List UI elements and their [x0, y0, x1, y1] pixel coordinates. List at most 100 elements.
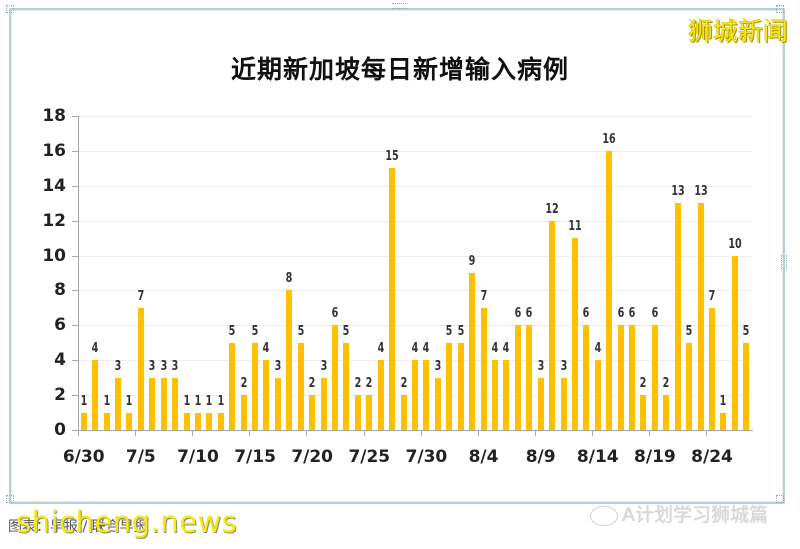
bar-7/27[interactable]	[389, 168, 396, 430]
bar-7/21[interactable]	[320, 377, 327, 430]
bar-8/19[interactable]	[651, 325, 658, 430]
bar-value-label: 6	[651, 306, 659, 322]
bar-8/12[interactable]	[571, 238, 578, 430]
bar-8/11[interactable]	[560, 377, 567, 430]
bar-value-label: 4	[263, 341, 270, 357]
bar-value-label: 4	[503, 341, 510, 357]
bar-value-label: 7	[137, 288, 145, 304]
bar-7/20[interactable]	[309, 395, 316, 430]
x-tick-mark	[477, 430, 479, 436]
bar-7/31[interactable]	[434, 377, 441, 430]
bar-value-label: 5	[742, 323, 750, 339]
bar-value-label: 1	[217, 393, 225, 409]
bar-7/24[interactable]	[354, 395, 361, 430]
bar-7/12[interactable]	[217, 412, 224, 430]
gridline	[78, 325, 752, 327]
x-tick-label: 8/9	[525, 447, 556, 467]
bar-7/14[interactable]	[240, 395, 247, 430]
x-tick-label: 7/5	[125, 447, 156, 467]
chart-title: 近期新加坡每日新增输入病例	[230, 55, 569, 84]
resize-handle-right[interactable]	[781, 255, 787, 269]
bar-8/17[interactable]	[629, 325, 636, 430]
bar-7/26[interactable]	[377, 360, 384, 430]
bar-7/25[interactable]	[366, 395, 373, 430]
y-tick-mark	[72, 430, 78, 431]
x-tick-mark	[249, 430, 251, 436]
bar-8/6[interactable]	[503, 360, 510, 430]
bar-8/3[interactable]	[469, 273, 476, 430]
bar-8/5[interactable]	[491, 360, 498, 430]
bar-7/9[interactable]	[183, 412, 190, 430]
x-tick-mark	[78, 430, 79, 436]
bar-value-label: 3	[560, 358, 567, 374]
bar-8/14[interactable]	[594, 360, 601, 430]
bar-7/28[interactable]	[400, 395, 407, 430]
bar-7/22[interactable]	[332, 325, 339, 430]
bar-8/16[interactable]	[617, 325, 624, 430]
y-tick-mark	[72, 395, 78, 397]
bar-value-label: 9	[468, 254, 476, 269]
bar-8/10[interactable]	[549, 220, 556, 430]
bar-7/2[interactable]	[103, 412, 110, 430]
x-tick-label: 8/4	[468, 447, 499, 467]
bar-7/13[interactable]	[229, 342, 236, 430]
bar-8/18[interactable]	[640, 395, 647, 430]
bar-8/20[interactable]	[663, 395, 670, 430]
bar-6/30[interactable]	[80, 412, 87, 430]
bar-7/30[interactable]	[423, 360, 430, 430]
bar-7/10[interactable]	[194, 412, 201, 430]
bar-7/19[interactable]	[297, 342, 304, 430]
bar-8/23[interactable]	[697, 203, 704, 430]
bar-8/4[interactable]	[480, 307, 487, 430]
bar-8/9[interactable]	[537, 377, 544, 430]
bar-7/8[interactable]	[172, 377, 179, 430]
bar-value-label: 4	[491, 341, 499, 357]
x-tick-mark	[534, 430, 536, 436]
gridline	[78, 290, 752, 292]
bar-7/7[interactable]	[160, 377, 167, 430]
resize-handle-top[interactable]	[392, 3, 408, 9]
x-tick-label: 8/14	[576, 447, 619, 467]
bar-7/5[interactable]	[137, 307, 144, 430]
bar-7/29[interactable]	[412, 360, 418, 430]
bar-8/8[interactable]	[526, 325, 533, 430]
bar-8/27[interactable]	[743, 342, 750, 430]
y-tick-label: 12	[42, 210, 66, 231]
bar-8/26[interactable]	[731, 255, 738, 430]
bar-8/1[interactable]	[446, 342, 453, 430]
bar-8/25[interactable]	[720, 412, 727, 430]
bar-value-label: 3	[171, 358, 179, 374]
bar-8/24[interactable]	[709, 307, 716, 430]
y-tick-label: 8	[54, 280, 66, 301]
bar-7/6[interactable]	[149, 377, 156, 430]
y-tick-label: 6	[54, 315, 66, 336]
bar-value-label: 10	[728, 236, 742, 252]
bar-8/21[interactable]	[674, 203, 681, 430]
bar-7/15[interactable]	[252, 342, 259, 430]
bar-7/11[interactable]	[206, 412, 213, 430]
bar-7/3[interactable]	[114, 377, 121, 430]
bar-8/15[interactable]	[606, 150, 613, 430]
bar-value-label: 6	[628, 306, 636, 322]
bar-8/22[interactable]	[686, 342, 693, 430]
bar-7/17[interactable]	[274, 377, 281, 430]
y-tick-mark	[72, 290, 78, 292]
bar-7/1[interactable]	[92, 360, 99, 430]
bar-8/7[interactable]	[514, 325, 521, 430]
x-tick-label: 7/10	[177, 447, 219, 467]
x-tick-label: 8/24	[691, 447, 733, 467]
bar-7/23[interactable]	[343, 342, 350, 430]
y-tick-mark	[72, 360, 78, 362]
resize-handle-corner[interactable]	[776, 495, 784, 503]
gridline	[78, 185, 752, 187]
bar-8/13[interactable]	[583, 325, 590, 430]
resize-handle-corner[interactable]	[776, 5, 784, 13]
bar-value-label: 6	[525, 306, 533, 322]
bar-8/2[interactable]	[457, 342, 464, 430]
bar-7/16[interactable]	[263, 360, 270, 430]
resize-handle-corner[interactable]	[6, 495, 14, 503]
bar-7/4[interactable]	[126, 412, 133, 430]
bar-7/18[interactable]	[286, 290, 293, 430]
resize-handle-corner[interactable]	[6, 5, 14, 13]
bar-value-label: 4	[411, 341, 419, 357]
